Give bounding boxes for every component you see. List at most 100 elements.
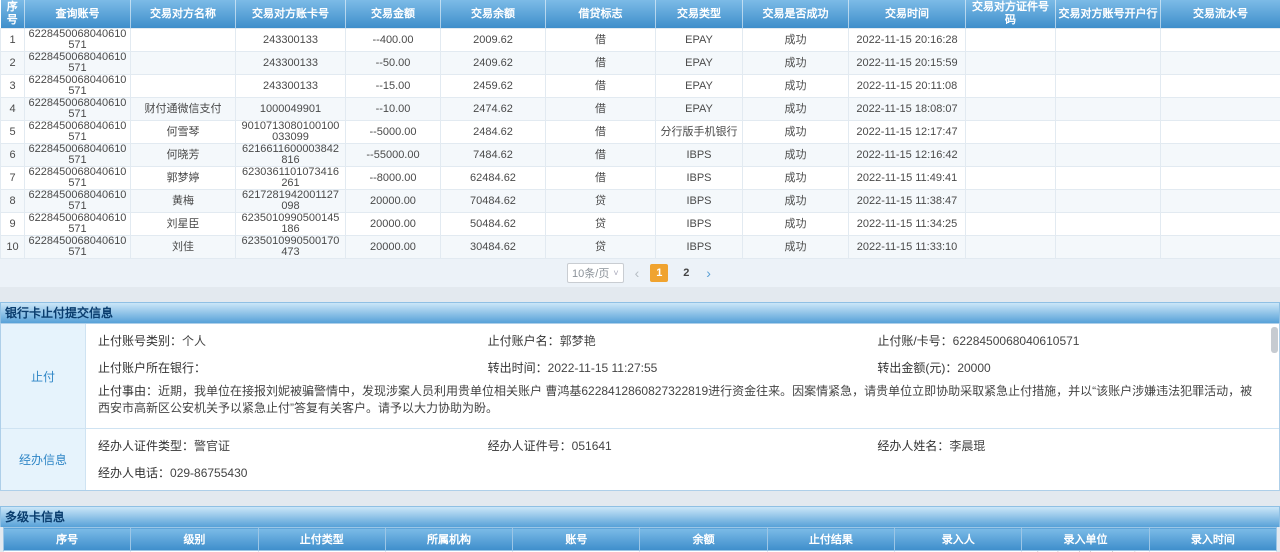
table-cell: EPAY	[655, 51, 743, 75]
table-cell: 借	[545, 28, 656, 52]
table-cell: 30484.62	[440, 235, 546, 259]
table-cell: 6228450068040610571	[24, 212, 131, 236]
scrollbar-thumb[interactable]	[1271, 327, 1278, 353]
field-operator-phone: 经办人电话：029-86755430	[98, 466, 248, 480]
table-cell: 借	[545, 166, 656, 190]
table-cell: --55000.00	[345, 143, 441, 167]
prev-page-button[interactable]: ‹	[634, 265, 640, 281]
table-cell: 243300133	[235, 51, 346, 75]
page-size-select[interactable]: 10条/页 ˅	[567, 263, 624, 283]
table-row: 10 6228450068040610571 刘佳 62350109905001704…	[0, 235, 1280, 259]
table-cell: 6228450068040610571	[24, 189, 131, 213]
table-cell	[965, 28, 1056, 52]
page-button-1[interactable]: 1	[650, 264, 669, 282]
table-cell: 刘星臣	[130, 212, 236, 236]
column-header: 录入人	[894, 527, 1023, 551]
column-header: 交易对方证件号码	[965, 0, 1056, 29]
scrollbar[interactable]	[1270, 325, 1278, 491]
column-header: 查询账号	[24, 0, 131, 29]
table-cell: 成功	[742, 74, 849, 98]
table-cell: --15.00	[345, 74, 441, 98]
table-cell: 成功	[742, 143, 849, 167]
table-cell: --8000.00	[345, 166, 441, 190]
table-cell: 借	[545, 143, 656, 167]
column-header: 所属机构	[384, 527, 514, 551]
table-cell: 6228450068040610571	[24, 143, 131, 167]
column-header: 交易对方名称	[130, 0, 236, 29]
table-cell: 2022-11-15 18:08:07	[848, 97, 966, 121]
table-cell: 刘佳	[130, 235, 236, 259]
table-cell: 2	[0, 51, 25, 75]
table-cell	[1160, 51, 1280, 75]
table-cell: EPAY	[655, 74, 743, 98]
multicard-table-header-row: 序号 级别 止付类型 所属机构 账号 余额 止付结果 录入人 录入单位 录入时间	[2, 527, 1278, 551]
column-header: 录入时间	[1148, 527, 1278, 551]
table-cell: 2022-11-15 11:38:47	[848, 189, 966, 213]
table-cell: 6235010990500145186	[235, 212, 346, 236]
table-row: 4 6228450068040610571 财付通微信支付 1000049901 --1…	[0, 97, 1280, 121]
table-row: 1一级第三方止付中国农业银行6228412860827322819成功李晨琨陕西…	[2, 550, 1278, 552]
table-cell: 6216611600003842816	[235, 143, 346, 167]
table-cell	[1055, 28, 1161, 52]
table-cell: 2459.62	[440, 74, 546, 98]
multicard-section-title: 多级卡信息	[0, 506, 1280, 527]
table-cell	[1160, 97, 1280, 121]
stop-payment-fields: 止付账号类别：个人 止付账户名：郭梦艳 止付账/卡号：6228450068040…	[98, 327, 1267, 381]
table-cell	[1160, 74, 1280, 98]
table-cell: 2022-11-15 11:49:41	[848, 166, 966, 190]
table-cell	[965, 189, 1056, 213]
table-cell: 成功	[742, 120, 849, 144]
page-button-2[interactable]: 2	[683, 267, 690, 279]
field-operator-id-number: 经办人证件号：051641	[487, 439, 612, 453]
table-cell: 财付通微信支付	[130, 97, 236, 121]
column-header: 止付类型	[257, 527, 386, 551]
table-cell: 20000.00	[345, 212, 441, 236]
table-cell: 6235010990500170473	[235, 235, 346, 259]
column-header: 交易对方账号开户行	[1055, 0, 1161, 29]
table-cell: 70484.62	[440, 189, 546, 213]
table-cell	[1055, 189, 1161, 213]
table-cell: EPAY	[655, 28, 743, 52]
stop-payment-group-content: 止付账号类别：个人 止付账户名：郭梦艳 止付账/卡号：6228450068040…	[86, 324, 1279, 428]
table-cell: 8	[0, 189, 25, 213]
table-cell: 借	[545, 74, 656, 98]
table-cell	[1160, 143, 1280, 167]
next-page-button[interactable]: ›	[706, 265, 711, 281]
table-cell	[130, 74, 236, 98]
column-header: 余额	[639, 527, 768, 551]
section-gap	[0, 287, 1280, 302]
table-cell: 20000.00	[345, 189, 441, 213]
table-cell: 6228450068040610571	[24, 235, 131, 259]
table-cell: 黄梅	[130, 189, 236, 213]
column-header: 交易流水号	[1160, 0, 1280, 29]
table-cell: 成功	[742, 235, 849, 259]
table-cell: 7	[0, 166, 25, 190]
table-cell: 50484.62	[440, 212, 546, 236]
table-cell: 2022-11-15 20:11:08	[848, 74, 966, 98]
table-cell: 成功	[742, 28, 849, 52]
table-row: 1 6228450068040610571 243300133 --400.00 200…	[0, 28, 1280, 52]
table-cell: 2484.62	[440, 120, 546, 144]
table-cell: 成功	[742, 97, 849, 121]
table-cell: 2409.62	[440, 51, 546, 75]
table-cell: 6	[0, 143, 25, 167]
field-transfer-amount: 转出金额(元)：20000	[877, 361, 991, 375]
table-cell: 贷	[545, 212, 656, 236]
table-cell	[1160, 189, 1280, 213]
stop-payment-section: 止付 止付账号类别：个人 止付账户名：郭梦艳 止付账/卡号：6228450068…	[0, 323, 1280, 491]
table-cell	[965, 166, 1056, 190]
table-cell: 6228450068040610571	[24, 97, 131, 121]
table-cell	[965, 97, 1056, 121]
table-cell: 3	[0, 74, 25, 98]
table-cell	[1055, 235, 1161, 259]
table-cell	[965, 212, 1056, 236]
column-header: 账号	[512, 527, 641, 551]
table-cell: 成功	[742, 51, 849, 75]
table-cell: --5000.00	[345, 120, 441, 144]
table-cell: 借	[545, 51, 656, 75]
table-cell: 1	[0, 28, 25, 52]
transaction-table-header-row: 序号 查询账号 交易对方名称 交易对方账卡号 交易金额 交易余额 借贷标志 交易类型 交易是否成…	[0, 0, 1280, 29]
field-transfer-time: 转出时间：2022-11-15 11:27:55	[487, 361, 658, 375]
